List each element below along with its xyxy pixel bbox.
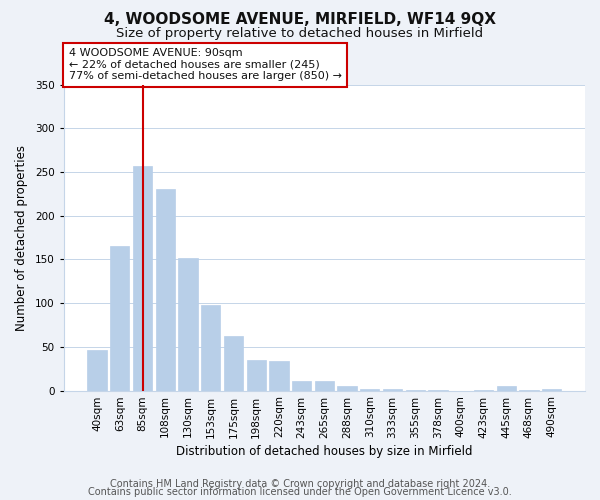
Bar bbox=[315, 381, 334, 390]
Bar bbox=[269, 361, 289, 390]
Bar bbox=[292, 381, 311, 390]
Text: Size of property relative to detached houses in Mirfield: Size of property relative to detached ho… bbox=[116, 28, 484, 40]
Bar bbox=[542, 389, 562, 390]
Y-axis label: Number of detached properties: Number of detached properties bbox=[15, 144, 28, 330]
Bar bbox=[383, 389, 402, 390]
Bar bbox=[247, 360, 266, 390]
Text: Contains HM Land Registry data © Crown copyright and database right 2024.: Contains HM Land Registry data © Crown c… bbox=[110, 479, 490, 489]
Text: Contains public sector information licensed under the Open Government Licence v3: Contains public sector information licen… bbox=[88, 487, 512, 497]
Bar bbox=[110, 246, 130, 390]
Bar bbox=[201, 305, 220, 390]
Bar bbox=[497, 386, 516, 390]
Bar bbox=[224, 336, 243, 390]
Bar bbox=[337, 386, 357, 390]
Bar bbox=[178, 258, 197, 390]
Bar bbox=[133, 166, 152, 390]
Bar bbox=[155, 188, 175, 390]
Bar bbox=[360, 389, 379, 390]
Text: 4 WOODSOME AVENUE: 90sqm
← 22% of detached houses are smaller (245)
77% of semi-: 4 WOODSOME AVENUE: 90sqm ← 22% of detach… bbox=[69, 48, 342, 82]
Bar bbox=[88, 350, 107, 391]
Text: 4, WOODSOME AVENUE, MIRFIELD, WF14 9QX: 4, WOODSOME AVENUE, MIRFIELD, WF14 9QX bbox=[104, 12, 496, 28]
X-axis label: Distribution of detached houses by size in Mirfield: Distribution of detached houses by size … bbox=[176, 444, 473, 458]
